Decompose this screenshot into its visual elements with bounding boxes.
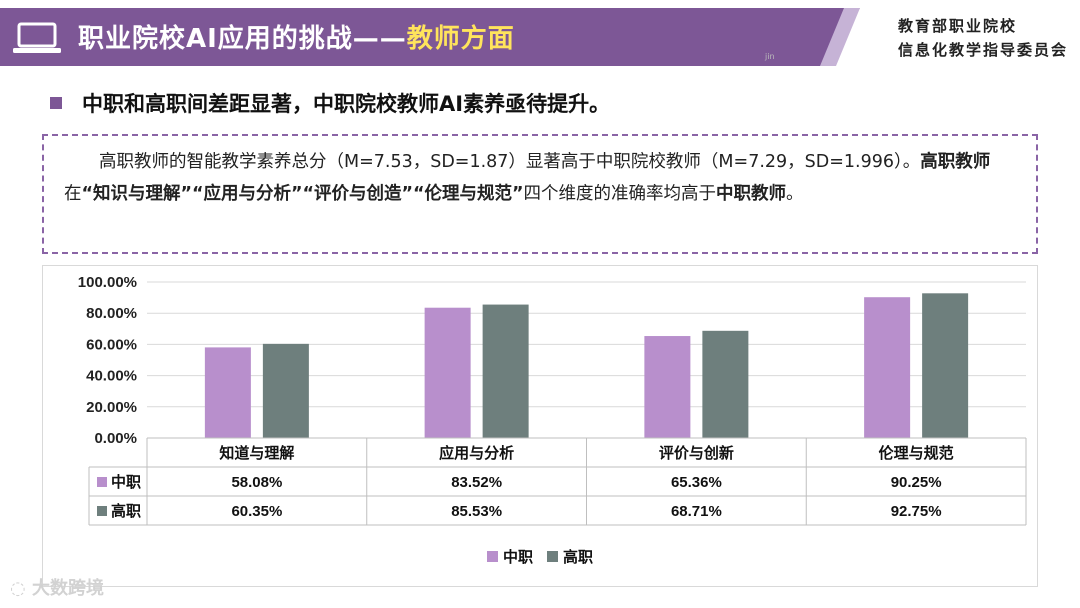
- data-label: 92.75%: [891, 503, 942, 520]
- bar: [424, 307, 471, 438]
- data-label: 65.36%: [671, 474, 722, 491]
- category-label: 伦理与规范: [879, 444, 954, 462]
- page-title: 职业院校AI应用的挑战——教师方面: [78, 18, 515, 55]
- y-tick-label: 40.00%: [86, 368, 137, 385]
- organization-name: 教育部职业院校 信息化教学指导委员会: [898, 14, 1068, 62]
- table-series-label: 中职: [111, 473, 141, 491]
- bar: [864, 297, 911, 438]
- summary-paragraph: 高职教师的智能教学素养总分（M=7.53，SD=1.87）显著高于中职院校教师（…: [64, 146, 1016, 210]
- data-label: 58.08%: [231, 474, 282, 491]
- y-tick-label: 0.00%: [94, 430, 137, 447]
- data-label: 83.52%: [451, 474, 502, 491]
- key-point: 中职和高职间差距显著，中职院校教师AI素养亟待提升。: [50, 88, 610, 118]
- bar: [644, 336, 691, 438]
- y-tick-label: 100.00%: [78, 274, 137, 291]
- category-label: 知道与理解: [219, 444, 294, 462]
- summary-text-6: 中职教师: [716, 184, 787, 204]
- category-label: 应用与分析: [439, 444, 514, 462]
- legend-label: 中职: [503, 548, 533, 566]
- y-tick-label: 80.00%: [86, 305, 137, 322]
- bar: [262, 343, 309, 438]
- org-line-1: 教育部职业院校: [897, 17, 1017, 35]
- page-title-highlight: 教师方面: [406, 24, 515, 54]
- summary-box: 高职教师的智能教学素养总分（M=7.53，SD=1.87）显著高于中职院校教师（…: [42, 134, 1038, 254]
- bar: [204, 347, 251, 438]
- watermark: ◌ 大数跨境: [10, 578, 104, 599]
- stamp-text: jin: [765, 52, 775, 61]
- summary-text-7: 。: [786, 184, 804, 204]
- key-point-text: 中职和高职间差距显著，中职院校教师AI素养亟待提升。: [82, 92, 611, 116]
- summary-text-5: 四个维度的准确率均高于: [523, 184, 717, 204]
- chart-frame: 0.00% 20.00% 40.00% 60.00% 80.00% 100.00% 知道与理…: [42, 265, 1038, 587]
- data-label: 90.25%: [891, 474, 942, 491]
- data-label: 85.53%: [451, 503, 502, 520]
- summary-text-3: 在: [64, 184, 82, 204]
- bullet-square-icon: [50, 97, 62, 109]
- summary-text-2: 高职教师: [920, 152, 991, 172]
- data-label: 60.35%: [231, 503, 282, 520]
- legend-swatch: [547, 551, 558, 562]
- data-label: 68.71%: [671, 503, 722, 520]
- legend-swatch: [487, 551, 498, 562]
- table-series-label: 高职: [111, 502, 141, 520]
- bar-chart: 0.00% 20.00% 40.00% 60.00% 80.00% 100.00% 知道与理…: [78, 274, 1027, 566]
- banner-background: [0, 8, 860, 66]
- bar: [702, 330, 749, 438]
- y-tick-label: 20.00%: [86, 399, 137, 416]
- title-banner: 职业院校AI应用的挑战——教师方面 jin: [0, 8, 860, 66]
- category-label: 评价与创新: [659, 444, 734, 462]
- bar: [482, 304, 529, 438]
- summary-text-1: 高职教师的智能教学素养总分（M=7.53，SD=1.87）显著高于中职院校教师（…: [99, 152, 921, 172]
- page-title-main: 职业院校AI应用的挑战——: [78, 24, 407, 54]
- org-line-2: 信息化教学指导委员会: [897, 41, 1068, 59]
- legend-label: 高职: [563, 548, 593, 566]
- bar: [922, 293, 969, 438]
- y-tick-label: 60.00%: [86, 336, 137, 353]
- table-legend-key: [97, 477, 107, 487]
- laptop-icon: [13, 22, 61, 53]
- watermark-text: 大数跨境: [31, 578, 104, 599]
- table-legend-key: [97, 506, 107, 516]
- summary-text-4: “知识与理解”“应用与分析”“评价与创造”“伦理与规范”: [81, 184, 524, 204]
